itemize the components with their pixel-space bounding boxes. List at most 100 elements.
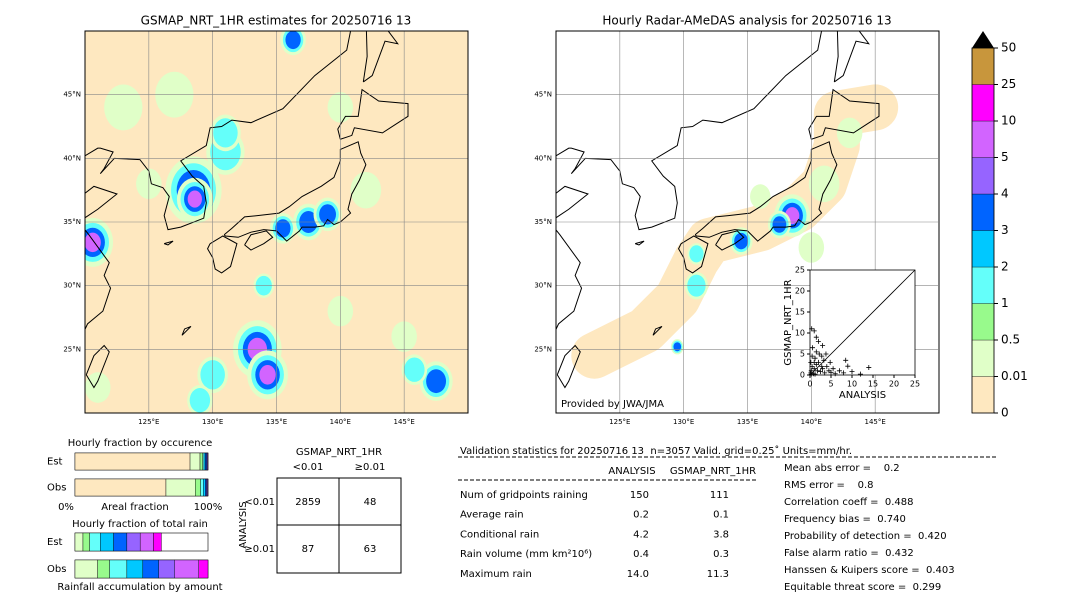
coastline — [244, 230, 274, 251]
coastline — [694, 141, 838, 242]
rain-area — [836, 117, 863, 149]
score: Hanssen & Kuipers score = 0.403 — [784, 565, 955, 576]
rain-area — [808, 165, 840, 203]
lon-label: 130°E — [202, 418, 223, 426]
scatter-point — [809, 326, 815, 332]
stat-value: 0.4 — [633, 549, 649, 560]
column-header: <0.01 — [293, 462, 324, 473]
axis-label: 100% — [194, 502, 223, 513]
map — [85, 31, 468, 413]
bar-segment — [153, 532, 162, 552]
stat-label: Maximum rain — [460, 569, 532, 580]
scatter-point — [818, 369, 823, 375]
column-header: GSMAP_NRT_1HR — [670, 466, 756, 477]
colorbar-label: 1 — [1001, 296, 1009, 310]
stat-value: 111 — [710, 490, 729, 501]
row-label: Obs — [47, 564, 66, 575]
y-tick-label: 25 — [795, 266, 805, 275]
rain-area — [285, 31, 301, 50]
y-tick-label: 0 — [800, 371, 805, 380]
scatter-point — [811, 328, 817, 334]
lat-label: 45°N — [534, 91, 552, 99]
coastline — [181, 325, 192, 336]
coastline — [337, 88, 409, 140]
score: Equitable threat score = 0.299 — [784, 582, 941, 593]
scatter-point — [830, 366, 836, 372]
colorbar-label: 0 — [1001, 406, 1009, 420]
scatter-point — [812, 355, 818, 361]
scatter-point — [821, 357, 827, 363]
lat-label: 30°N — [534, 282, 552, 290]
side-header: ANALYSIS — [238, 501, 249, 548]
scatter-point — [813, 362, 819, 367]
scatter-point — [828, 369, 834, 375]
bar-segment — [142, 559, 159, 579]
table-cell: 48 — [364, 497, 377, 508]
colorbar-label: 0.01 — [1001, 369, 1028, 383]
bar-segment — [199, 452, 203, 471]
rain-area — [259, 365, 276, 385]
coastline — [808, 88, 880, 140]
coastline — [715, 230, 745, 251]
colorbar-segment — [971, 193, 995, 231]
rain-area — [85, 372, 111, 403]
row-label: Obs — [47, 483, 66, 494]
scatter-point — [815, 359, 821, 365]
rain-area — [689, 245, 704, 263]
coastline — [556, 344, 581, 389]
stat-label: Conditional rain — [460, 529, 539, 540]
stat-value: 0.1 — [713, 510, 729, 521]
bar-segment — [207, 478, 209, 497]
bar-segment — [207, 452, 209, 471]
coastline — [677, 235, 709, 274]
scatter-point — [824, 364, 830, 370]
map-title: Hourly Radar-AMeDAS analysis for 2025071… — [602, 14, 891, 28]
lat-label: 45°N — [63, 91, 81, 99]
bar-segment — [174, 559, 199, 579]
scatter-point — [815, 368, 821, 374]
colorbar-label: 5 — [1001, 150, 1009, 164]
colorbar-label: 2 — [1001, 260, 1009, 274]
table-cell: 2859 — [295, 497, 320, 508]
colorbar-segment — [971, 339, 995, 377]
scatter-point — [812, 371, 818, 377]
bar-segment — [195, 478, 201, 497]
colorbar-label: 50 — [1001, 41, 1016, 55]
scatter-point — [813, 334, 819, 340]
coastline — [206, 235, 238, 274]
score: Probability of detection = 0.420 — [784, 531, 947, 542]
bar-segment — [74, 452, 191, 471]
bar-segment — [126, 559, 144, 579]
coastline — [556, 31, 823, 231]
row-label: Est — [47, 457, 63, 468]
lon-label: 140°E — [330, 418, 351, 426]
coastline — [163, 240, 174, 246]
rain-area — [734, 232, 749, 250]
score: Correlation coeff = 0.488 — [784, 497, 914, 508]
coastline — [85, 31, 352, 231]
colorbar-segment — [971, 120, 995, 158]
stat-value: 3.8 — [713, 529, 729, 540]
row-header: ≥0.01 — [244, 544, 275, 555]
stat-value: 4.2 — [633, 529, 649, 540]
scatter-point — [813, 349, 819, 355]
row-label: Est — [47, 537, 63, 548]
scatter-point — [843, 357, 849, 363]
table-title: GSMAP_NRT_1HR — [296, 447, 382, 458]
score: False alarm ratio = 0.432 — [784, 548, 914, 559]
scatter-point — [857, 371, 863, 377]
colorbar-extend — [972, 31, 994, 48]
scatter-point — [810, 345, 816, 351]
scatter-point — [845, 363, 851, 369]
stat-value: 0.3 — [713, 549, 729, 560]
coastline — [833, 31, 870, 83]
map-frame — [555, 30, 940, 414]
scatter-point — [827, 359, 833, 365]
row-header: <0.01 — [244, 497, 275, 508]
colorbar-segment — [971, 303, 995, 341]
scatter-point — [823, 351, 829, 357]
coastline — [652, 325, 663, 336]
colorbar-label: 0.5 — [1001, 333, 1020, 347]
coastline — [223, 141, 367, 242]
scatter-point — [866, 364, 872, 370]
